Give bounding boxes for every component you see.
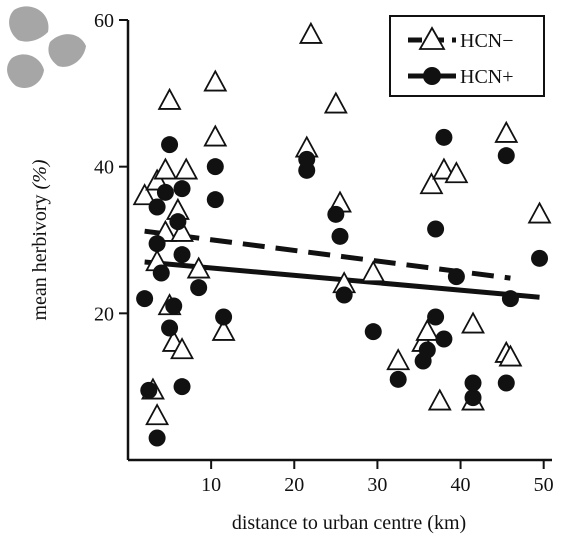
point-hcn-minus [145, 403, 170, 426]
y-tick-label: 20 [94, 303, 114, 325]
point-hcn-plus [501, 290, 519, 308]
point-hcn-minus [186, 256, 211, 279]
legend-box [389, 15, 545, 97]
x-tick-label: 40 [451, 474, 471, 496]
point-hcn-minus [153, 157, 178, 180]
point-hcn-plus [497, 147, 515, 165]
point-hcn-plus [152, 264, 170, 282]
point-hcn-minus [494, 120, 519, 143]
point-hcn-plus [173, 378, 191, 396]
x-tick-label: 50 [534, 474, 554, 496]
axes: 10 20 30 40 50 20 40 60 [94, 10, 554, 496]
clover-leaf-icon [7, 6, 86, 89]
point-hcn-plus [364, 323, 382, 341]
point-hcn-plus [190, 279, 208, 297]
point-hcn-minus [444, 161, 469, 184]
legend-marker-hcn-plus [423, 67, 441, 85]
y-tick-label: 40 [94, 157, 114, 179]
legend: HCN− HCN+ [389, 15, 545, 97]
point-hcn-plus [165, 297, 183, 315]
point-hcn-plus [447, 268, 465, 286]
point-hcn-plus [427, 308, 445, 326]
point-hcn-minus [203, 124, 228, 147]
point-hcn-plus [148, 235, 166, 253]
y-axis-label-main: mean herbivory [29, 189, 51, 320]
point-hcn-minus [211, 318, 236, 341]
point-hcn-plus [335, 286, 353, 304]
point-hcn-minus [361, 260, 386, 283]
legend-label-hcn-minus: HCN− [460, 30, 514, 52]
point-hcn-minus [170, 337, 195, 360]
point-hcn-minus [298, 21, 323, 44]
x-tick-label: 30 [367, 474, 387, 496]
point-hcn-plus [156, 183, 174, 201]
point-hcn-plus [148, 429, 166, 447]
point-hcn-minus [170, 219, 195, 242]
y-axis-label: mean herbivory (%) [29, 159, 51, 320]
point-hcn-plus [327, 205, 345, 223]
point-hcn-plus [464, 389, 482, 407]
point-hcn-plus [169, 213, 187, 231]
markers [132, 21, 552, 447]
point-hcn-plus [331, 227, 349, 245]
point-hcn-minus [174, 157, 199, 180]
point-hcn-plus [298, 150, 316, 168]
point-hcn-plus [173, 180, 191, 198]
point-hcn-minus [431, 157, 456, 180]
point-hcn-plus [215, 308, 233, 326]
point-hcn-plus [418, 341, 436, 359]
point-hcn-minus [461, 311, 485, 334]
point-hcn-plus [531, 249, 549, 267]
point-hcn-plus [497, 374, 515, 392]
point-hcn-plus [161, 136, 179, 154]
point-hcn-plus [435, 330, 453, 348]
legend-label-hcn-plus: HCN+ [460, 66, 514, 88]
x-tick-label: 10 [201, 474, 221, 496]
trend-line-hcn-minus [144, 228, 511, 281]
point-hcn-minus [419, 172, 444, 195]
point-hcn-plus [161, 319, 179, 337]
point-hcn-minus [427, 388, 452, 411]
point-hcn-plus [206, 158, 224, 176]
legend-entry-hcn-plus: HCN+ [408, 66, 514, 88]
point-hcn-minus [157, 87, 182, 110]
point-hcn-minus [386, 348, 411, 371]
point-hcn-plus [136, 290, 154, 308]
y-axis-label-unit: (%) [29, 159, 51, 189]
point-hcn-minus [132, 183, 157, 206]
legend-entry-hcn-minus: HCN− [408, 26, 514, 52]
point-hcn-plus [389, 370, 407, 388]
point-hcn-plus [464, 374, 482, 392]
point-hcn-plus [427, 220, 445, 238]
x-ticks: 10 20 30 40 50 [201, 460, 554, 496]
point-hcn-minus [203, 69, 228, 92]
x-axis-label: distance to urban centre (km) [232, 512, 466, 534]
point-hcn-plus [173, 246, 191, 264]
point-hcn-plus [148, 198, 166, 216]
y-tick-label: 60 [94, 10, 114, 32]
point-hcn-plus [140, 381, 158, 399]
point-hcn-minus [498, 344, 523, 367]
legend-marker-hcn-minus [418, 26, 446, 50]
x-tick-label: 20 [284, 474, 304, 496]
point-hcn-plus [435, 128, 453, 146]
point-hcn-minus [415, 318, 440, 341]
y-ticks: 20 40 60 [94, 10, 128, 325]
point-hcn-plus [206, 191, 224, 209]
point-hcn-minus [527, 201, 552, 224]
point-hcn-minus [323, 91, 348, 114]
